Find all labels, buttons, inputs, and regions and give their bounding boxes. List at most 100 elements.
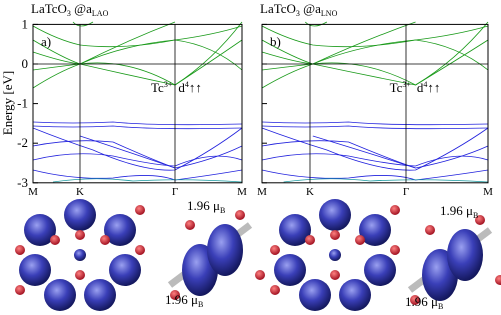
annotation: Tc3+ d4↑↑ [151,80,202,95]
x-tick-label: M [483,186,493,198]
atom [305,235,315,245]
bands [261,21,489,183]
panel-label: a) [41,34,51,49]
atom [170,290,180,300]
atom [410,295,420,305]
orbital-blob [359,214,391,246]
orbital-blob [329,249,341,261]
plot-frame [261,23,489,184]
moment-value: 1.96 μ [187,198,220,213]
atom [390,245,400,255]
moment-unit: B [438,302,443,311]
title-main: LaTcO [31,1,67,16]
atom [495,275,501,285]
arrows: ↑↑ [189,80,202,95]
x-tick-label: K [306,186,314,198]
orbital-blob [24,214,56,246]
orbital-blob [279,214,311,246]
chain-render [167,210,265,300]
panel-title: LaTcO3 @aLNO [260,1,338,18]
atom [235,210,245,220]
moment-label: 1.96 μB [440,203,478,220]
title-sub: LAO [92,9,109,18]
moment-value: 1.96 μ [405,294,438,309]
atom [270,245,280,255]
title-mid: @a [71,1,92,16]
arrows: ↑↑ [427,80,440,95]
atom [50,235,60,245]
ion: Tc [151,80,164,95]
y-tick-label: 1 [22,16,29,31]
atom [255,270,265,280]
orbital-blob [447,229,483,281]
atom [390,205,400,215]
x-tick-label: M [237,186,247,198]
orbital-blob [74,249,86,261]
y-tick-label: -3 [17,175,28,190]
chain-render [407,215,501,305]
title-main: LaTcO [260,1,296,16]
panel-label: b) [270,34,281,49]
moment-unit: B [198,300,203,309]
ion-sup: 3+ [164,80,173,89]
x-tick-label: Γ [172,186,178,198]
orbital-blob [319,199,351,231]
atom [330,230,340,240]
orbital-blob [64,199,96,231]
atom [135,205,145,215]
atom [355,235,365,245]
x-tick-label: K [76,186,84,198]
atom [475,215,485,225]
y-axis-label: Energy [eV] [0,71,15,135]
orbital-blob [84,279,116,311]
moment-label: 1.96 μB [405,294,443,311]
title-mid: @a [300,1,321,16]
orbital-blob [19,254,51,286]
orbital-blob [104,214,136,246]
annotation: Tc3+ d4↑↑ [390,80,441,95]
x-tick-label: M [28,186,38,198]
band-panel: M K Γ M LaTcO3 @aLNO b) Tc3+ d4↑↑ [257,1,493,198]
config-sup: 4 [423,80,427,89]
config: d [417,80,424,95]
atom [75,230,85,240]
moment-label: 1.96 μB [165,292,203,309]
atom [75,270,85,280]
atom [135,245,145,255]
atom [330,270,340,280]
orbital-blob [339,279,371,311]
config: d [178,80,185,95]
title-sub: 3 [296,9,300,18]
orbital-blob [274,254,306,286]
structure-render [270,199,400,311]
orbital-blob [299,279,331,311]
title-sub: 3 [67,9,71,18]
y-tick-label: 0 [22,56,29,71]
panel-title: LaTcO3 @aLAO [31,1,109,18]
orbital-blob [207,224,243,276]
atom [185,220,195,230]
config-sup: 4 [185,80,189,89]
orbital-blob [364,254,396,286]
bands [32,21,243,183]
plot-frame [32,23,243,184]
moment-value: 1.96 μ [165,292,198,307]
atom [15,245,25,255]
x-tick-label: Γ [403,186,409,198]
title-sub: LNO [321,9,338,18]
x-tick-label: M [257,186,267,198]
ion-sup: 3+ [402,80,411,89]
orbital-blob [109,254,141,286]
y-tick-label: -2 [17,135,28,150]
atom [100,235,110,245]
moment-label: 1.96 μB [187,198,225,215]
ion: Tc [390,80,403,95]
moment-unit: B [473,211,478,220]
atom [15,285,25,295]
moment-unit: B [220,206,225,215]
atom [270,285,280,295]
orbital-blob [44,279,76,311]
structure-render [15,199,145,311]
